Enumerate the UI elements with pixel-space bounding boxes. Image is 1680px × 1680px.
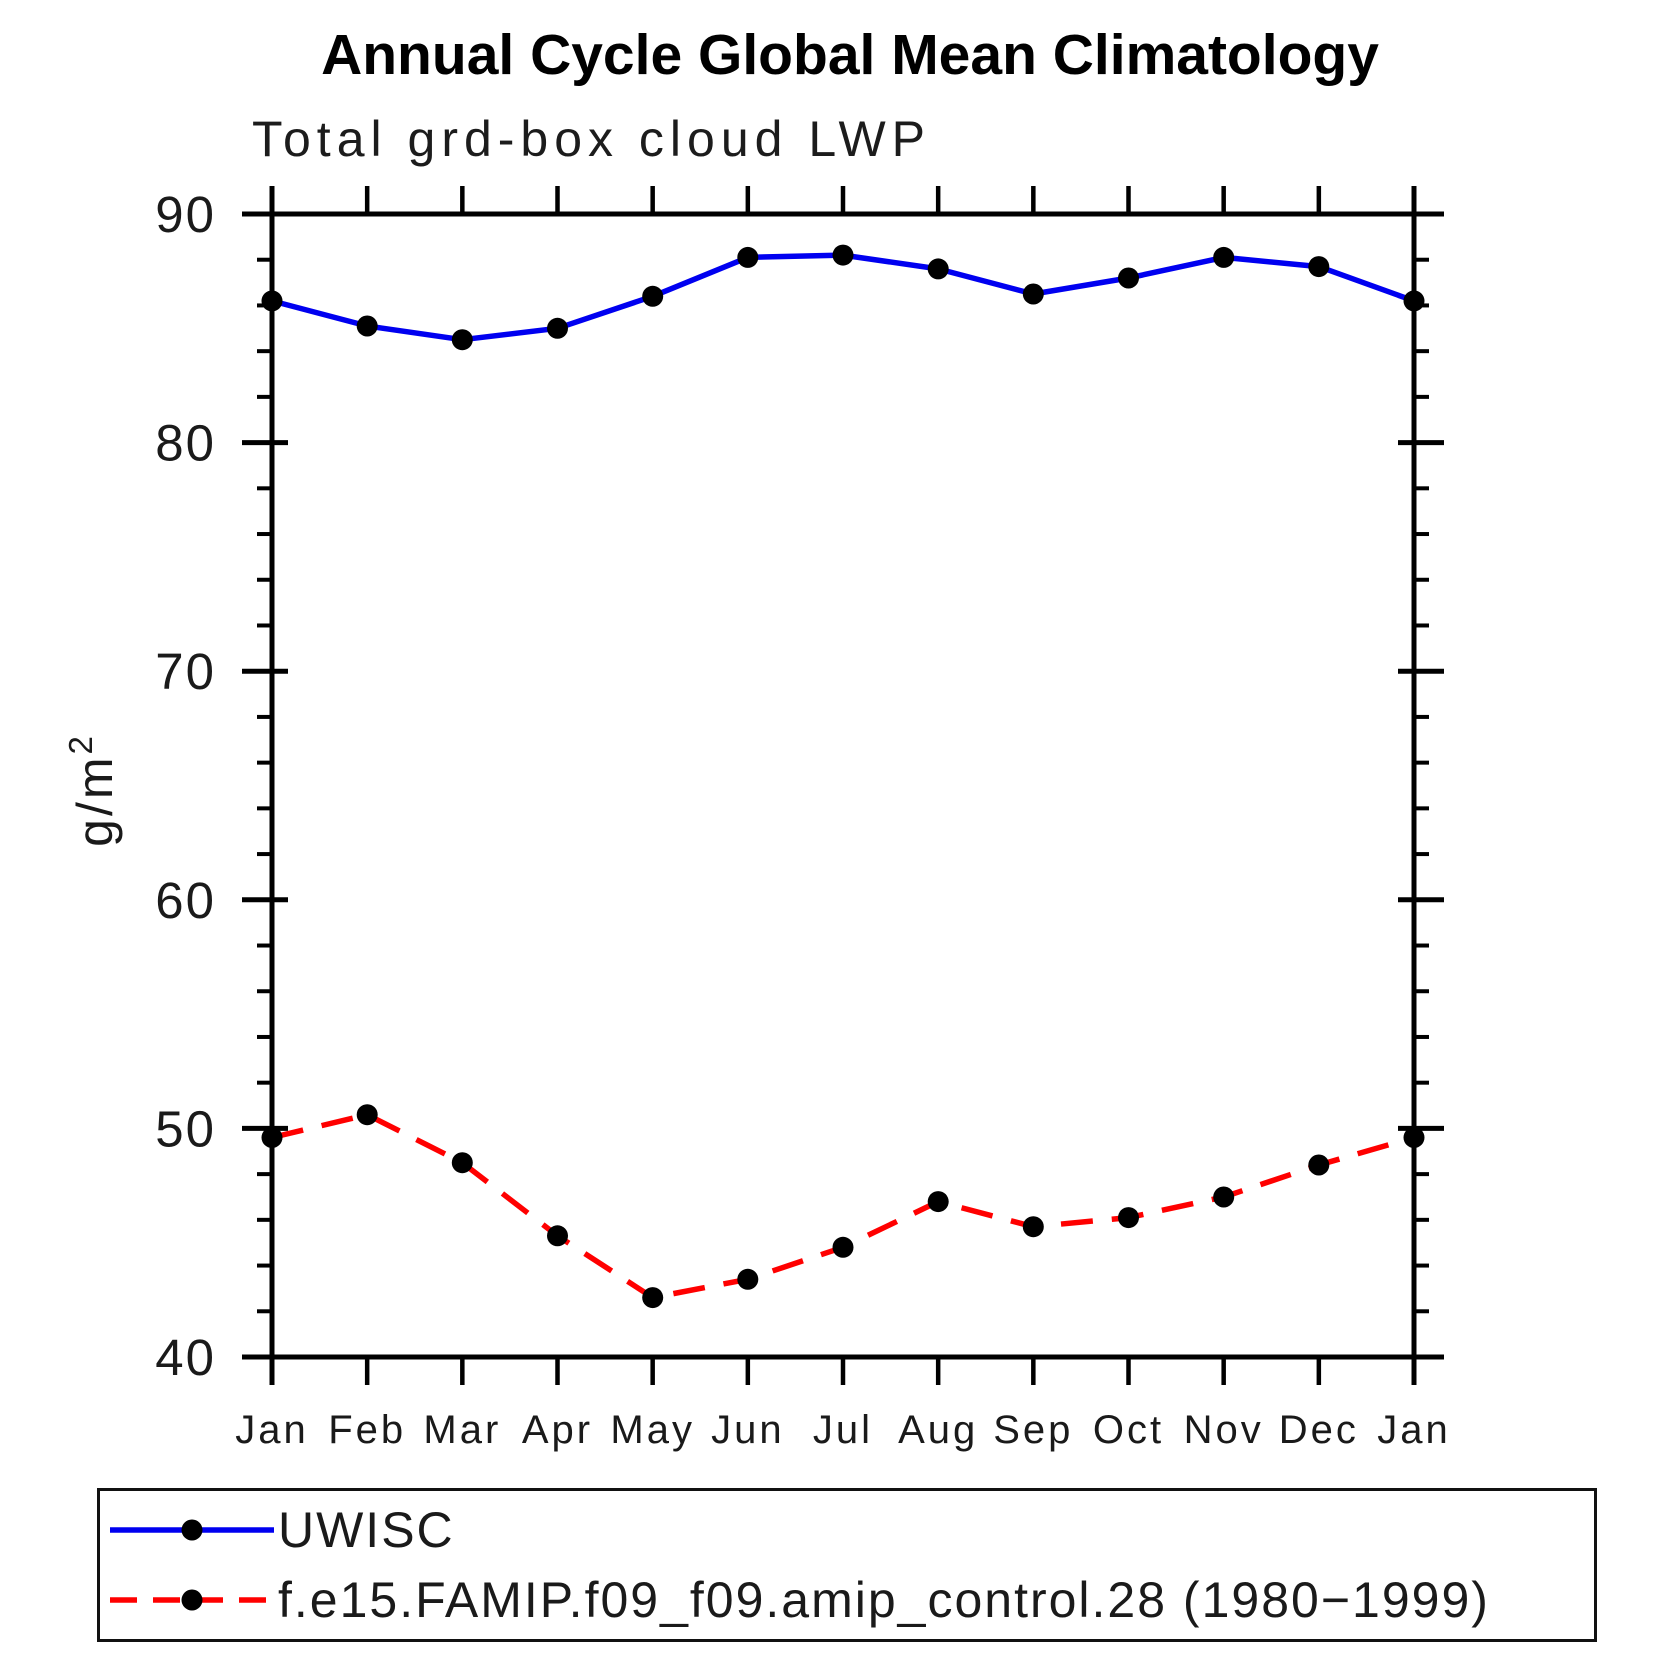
data-point [642,1287,664,1309]
legend-swatch-icon [110,1519,274,1541]
x-tick-label: Aug [898,1408,978,1452]
data-point [261,290,283,312]
y-tick-label: 40 [155,1329,216,1386]
y-axis-major-ticks [242,211,1444,1360]
series-line-1 [271,1111,1415,1301]
data-point [1022,283,1044,305]
data-point [1308,1154,1330,1176]
x-tick-label: Oct [1093,1408,1164,1452]
legend-row-1: f.e15.FAMIP.f09_f09.amip_control.28 (198… [106,1565,1594,1635]
series-line-0 [271,252,1415,343]
data-point [927,1191,949,1213]
x-tick-label: Dec [1279,1408,1359,1452]
y-axis-tick-labels: 40 50 60 70 80 90 [155,186,216,1386]
y-axis-minor-ticks [257,257,1429,1314]
x-tick-label: May [610,1408,695,1452]
data-point [356,1104,378,1126]
legend-row-0: UWISC [106,1495,1594,1565]
y-tick-label: 90 [155,186,216,243]
data-point [1403,290,1425,312]
chart-subtitle: Total grd-box cloud LWP [252,111,931,167]
data-point [1022,1216,1044,1238]
x-tick-label: Sep [993,1408,1073,1452]
y-axis-label: g/m2 [62,733,123,847]
data-point [642,285,664,307]
data-point [1118,1207,1139,1229]
legend-marker-sample [181,1519,203,1541]
x-tick-label: Jan [1377,1408,1451,1452]
data-point [1403,1127,1425,1148]
data-point [1213,246,1235,268]
x-tick-label: Jan [235,1408,309,1452]
data-point [547,317,568,339]
data-point [927,258,949,280]
x-tick-label: Apr [522,1408,593,1452]
legend-label: UWISC [278,1502,455,1558]
y-tick-label: 80 [155,415,216,472]
axis-frame [246,186,1440,1385]
data-point [737,1268,759,1290]
x-axis-ticks [269,186,1417,1385]
data-point [451,329,473,351]
data-point [1308,256,1330,278]
data-point [737,246,759,268]
series-1 [261,1104,1425,1309]
y-tick-label: 60 [155,872,216,929]
data-point [547,1225,568,1247]
data-point [451,1152,473,1174]
data-point [832,244,854,266]
legend-swatch-icon [110,1589,274,1611]
legend-marker-sample [181,1589,203,1611]
data-point [1213,1186,1235,1208]
chart-title: Annual Cycle Global Mean Climatology [321,23,1379,87]
data-point [356,315,378,337]
series-0 [261,244,1425,351]
x-tick-label: Jul [813,1408,873,1452]
y-tick-label: 70 [155,643,216,700]
x-tick-label: Mar [423,1408,501,1452]
x-tick-label: Jun [711,1408,785,1452]
x-axis-tick-labels: Jan Feb Mar Apr May Jun Jul Aug Sep Oct Nov Dec Jan [235,1408,1451,1452]
y-tick-label: 50 [155,1100,216,1157]
data-point [261,1127,283,1148]
legend-label: f.e15.FAMIP.f09_f09.amip_control.28 (198… [278,1572,1490,1628]
x-tick-label: Feb [328,1408,406,1452]
legend: UWISC f.e15.FAMIP.f09_f09.amip_control.28… [97,1488,1597,1642]
x-tick-label: Nov [1184,1408,1264,1452]
data-point [1118,267,1139,289]
data-point [832,1236,854,1258]
